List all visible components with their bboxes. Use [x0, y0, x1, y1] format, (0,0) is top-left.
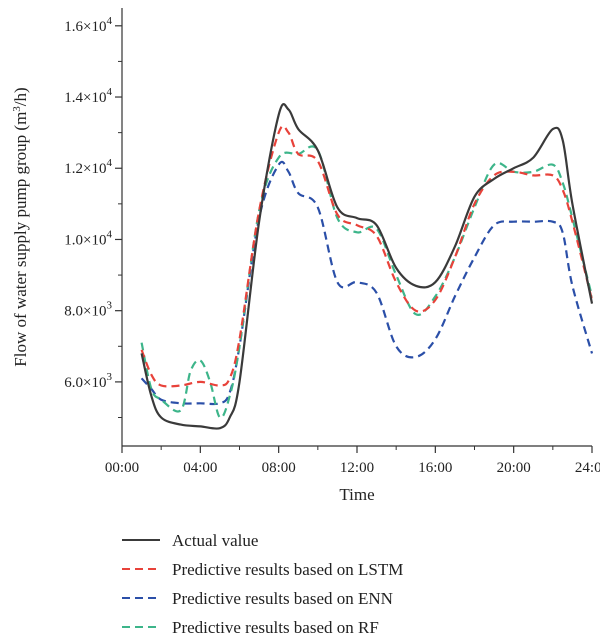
x-tick-label: 00:00	[105, 460, 139, 476]
y-tick-label: 1.0×104	[64, 228, 112, 248]
series-line-predictive-results-based-on-lstm	[140, 124, 594, 388]
x-tick-label: 12:00	[340, 460, 374, 476]
legend-label: Predictive results based on ENN	[172, 589, 393, 608]
series-line-predictive-results-based-on-enn	[140, 160, 594, 406]
x-tick-label: 20:00	[497, 460, 531, 476]
series-line-predictive-results-based-on-rf	[140, 145, 594, 419]
x-tick-label: 08:00	[262, 460, 296, 476]
y-tick-label: 1.2×104	[64, 157, 112, 177]
legend-label: Actual value	[172, 531, 258, 550]
y-tick-label: 6.0×103	[64, 371, 112, 391]
y-tick-label: 8.0×103	[64, 300, 112, 320]
axes: 00:00 04:00 08:00 12:00 16:00 20:00 24:00 6.0×1…	[11, 8, 600, 504]
y-axis-title: Flow of water supply pump group (m3/h)	[11, 87, 30, 366]
legend-label: Predictive results based on RF	[172, 618, 379, 637]
y-tick-label: 1.6×104	[64, 15, 112, 35]
series-layer	[140, 103, 594, 430]
series-line-actual-value	[140, 103, 594, 430]
y-tick-label: 1.4×104	[64, 86, 112, 106]
legend-label: Predictive results based on LSTM	[172, 560, 403, 579]
x-tick-label: 16:00	[418, 460, 452, 476]
x-tick-label: 04:00	[183, 460, 217, 476]
legend: Actual value Predictive results based on …	[122, 531, 403, 637]
x-axis-title: Time	[339, 485, 374, 504]
x-tick-label: 24:00	[575, 460, 600, 476]
